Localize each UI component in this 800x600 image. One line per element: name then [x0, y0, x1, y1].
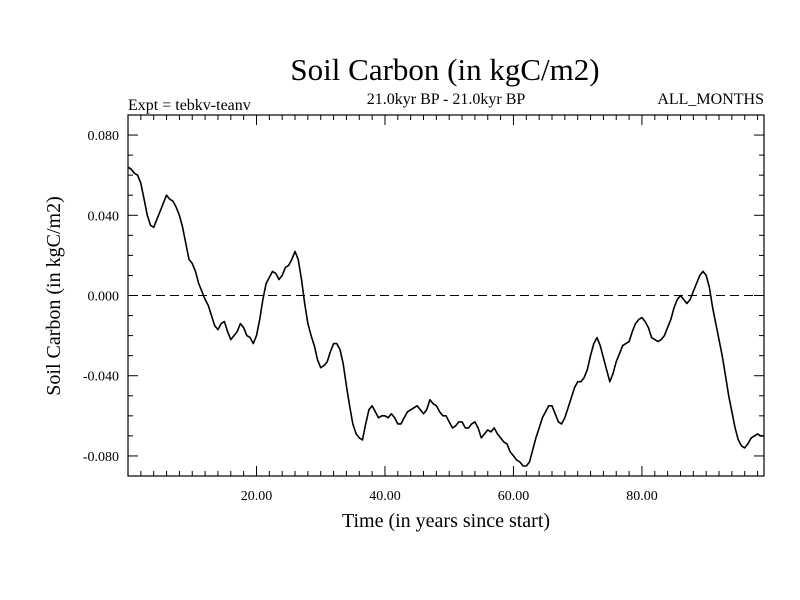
y-tick-label: 0.080	[88, 129, 120, 144]
y-tick-label: -0.080	[83, 450, 119, 465]
experiment-label: Expt = tebkv-teanv	[128, 97, 251, 114]
x-tick-label: 80.00	[626, 489, 658, 504]
y-tick-label: 0.040	[88, 209, 120, 224]
chart-title: Soil Carbon (in kgC/m2)	[290, 52, 599, 87]
x-axis-label: Time (in years since start)	[342, 510, 550, 532]
series-line	[127, 166, 764, 467]
x-tick-label: 20.00	[241, 489, 273, 504]
plot-frame	[127, 114, 765, 477]
x-tick-label: 60.00	[498, 489, 530, 504]
x-tick-label: 40.00	[369, 489, 401, 504]
chart-subtitle: 21.0kyr BP - 21.0kyr BP	[367, 91, 526, 108]
axis-ticks	[128, 115, 764, 476]
y-tick-label: 0.000	[88, 290, 120, 305]
tick-labels: 20.00 40.00 60.00 80.00 0.080 0.040 0.000 -0.04…	[83, 129, 658, 504]
y-axis-label: Soil Carbon (in kgC/m2)	[43, 196, 65, 395]
months-label: ALL_MONTHS	[657, 91, 764, 108]
y-tick-label: -0.040	[83, 370, 119, 385]
